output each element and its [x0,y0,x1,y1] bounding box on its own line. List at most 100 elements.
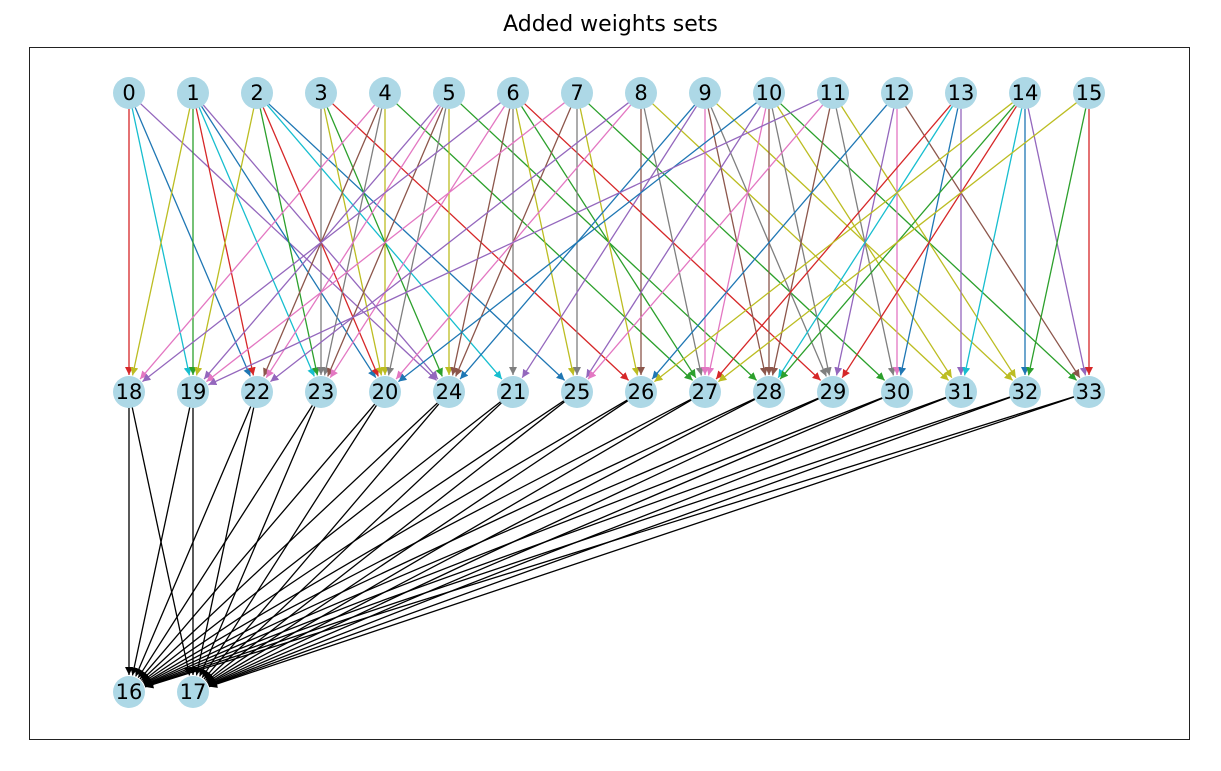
node-label: 24 [436,380,463,404]
node-circle [1009,77,1041,109]
edge-6-to-23 [329,105,506,379]
node-circle [1073,77,1105,109]
node-label: 23 [308,380,335,404]
node-circle [625,376,657,408]
node-label: 7 [570,81,583,105]
node-15: 15 [1073,77,1105,109]
edge-13-to-28 [777,105,954,379]
node-circle [369,77,401,109]
node-25: 25 [561,376,593,408]
node-label: 5 [442,81,455,105]
plot-frame [29,47,1190,740]
node-circle [625,77,657,109]
node-0: 0 [113,77,145,109]
node-20: 20 [369,376,401,408]
node-circle [177,77,209,109]
node-11: 11 [817,77,849,109]
edge-1-to-23 [198,106,315,377]
node-label: 16 [116,680,143,704]
node-label: 28 [756,380,783,404]
node-circle [945,376,977,408]
node-6: 6 [497,77,529,109]
node-label: 13 [948,81,975,105]
node-label: 9 [698,81,711,105]
edge-group-hidden-output [125,395,1076,689]
node-label: 11 [820,81,847,105]
node-circle [497,77,529,109]
edge-6-to-25 [515,107,576,376]
node-label: 2 [250,81,263,105]
node-circle [241,376,273,408]
node-21: 21 [497,376,529,408]
edge-9-to-21 [521,105,698,379]
node-label: 20 [372,380,399,404]
node-label: 18 [116,380,143,404]
edge-6-to-24 [450,107,511,376]
edge-11-to-19 [208,98,820,386]
node-circle [817,376,849,408]
node-circle [945,77,977,109]
node-circle [753,376,785,408]
edge-31-to-16 [144,396,948,688]
edge-23-to-16 [137,404,314,679]
node-label: 27 [692,380,719,404]
node-circle [305,77,337,109]
edge-33-to-16 [145,395,1075,689]
node-label: 25 [564,380,591,404]
edge-2-to-19 [194,107,255,376]
node-33: 33 [1073,376,1105,408]
node-27: 27 [689,376,721,408]
node-18: 18 [113,376,145,408]
node-label: 8 [634,81,647,105]
node-circle [113,376,145,408]
node-label: 14 [1012,81,1039,105]
edge-19-to-16 [130,406,191,676]
node-9: 9 [689,77,721,109]
node-label: 6 [506,81,519,105]
node-24: 24 [433,376,465,408]
node-26: 26 [625,376,657,408]
node-19: 19 [177,376,209,408]
node-label: 29 [820,380,847,404]
edge-32-to-16 [144,396,1012,688]
edge-group-input-hidden [125,98,1093,386]
edge-10-to-25 [585,105,762,379]
edge-11-to-32 [840,105,1017,379]
edge-6-to-18 [142,101,502,383]
edge-27-to-16 [143,398,693,685]
node-label: 12 [884,81,911,105]
node-23: 23 [305,376,337,408]
edge-28-to-16 [144,397,756,686]
node-label: 17 [180,680,207,704]
edge-15-to-27 [718,101,1078,383]
edge-26-to-16 [143,399,629,684]
node-label: 26 [628,380,655,404]
node-3: 3 [305,77,337,109]
node-29: 29 [817,376,849,408]
node-28: 28 [753,376,785,408]
node-circle [177,376,209,408]
node-label: 21 [500,380,527,404]
node-8: 8 [625,77,657,109]
node-circle [497,376,529,408]
edge-14-to-26 [654,101,1014,383]
node-label: 3 [314,81,327,105]
node-circle [305,376,337,408]
edge-12-to-33 [904,105,1081,379]
node-label: 31 [948,380,975,404]
node-32: 32 [1009,376,1041,408]
node-2: 2 [241,77,273,109]
node-label: 33 [1076,380,1103,404]
node-10: 10 [753,77,785,109]
edge-29-to-16 [144,397,820,686]
node-circle [1073,376,1105,408]
node-circle [433,376,465,408]
node-circle [689,376,721,408]
edge-21-to-16 [141,400,502,683]
node-circle [561,376,593,408]
edge-2-to-25 [267,102,566,381]
node-label: 32 [1012,380,1039,404]
node-circle [561,77,593,109]
